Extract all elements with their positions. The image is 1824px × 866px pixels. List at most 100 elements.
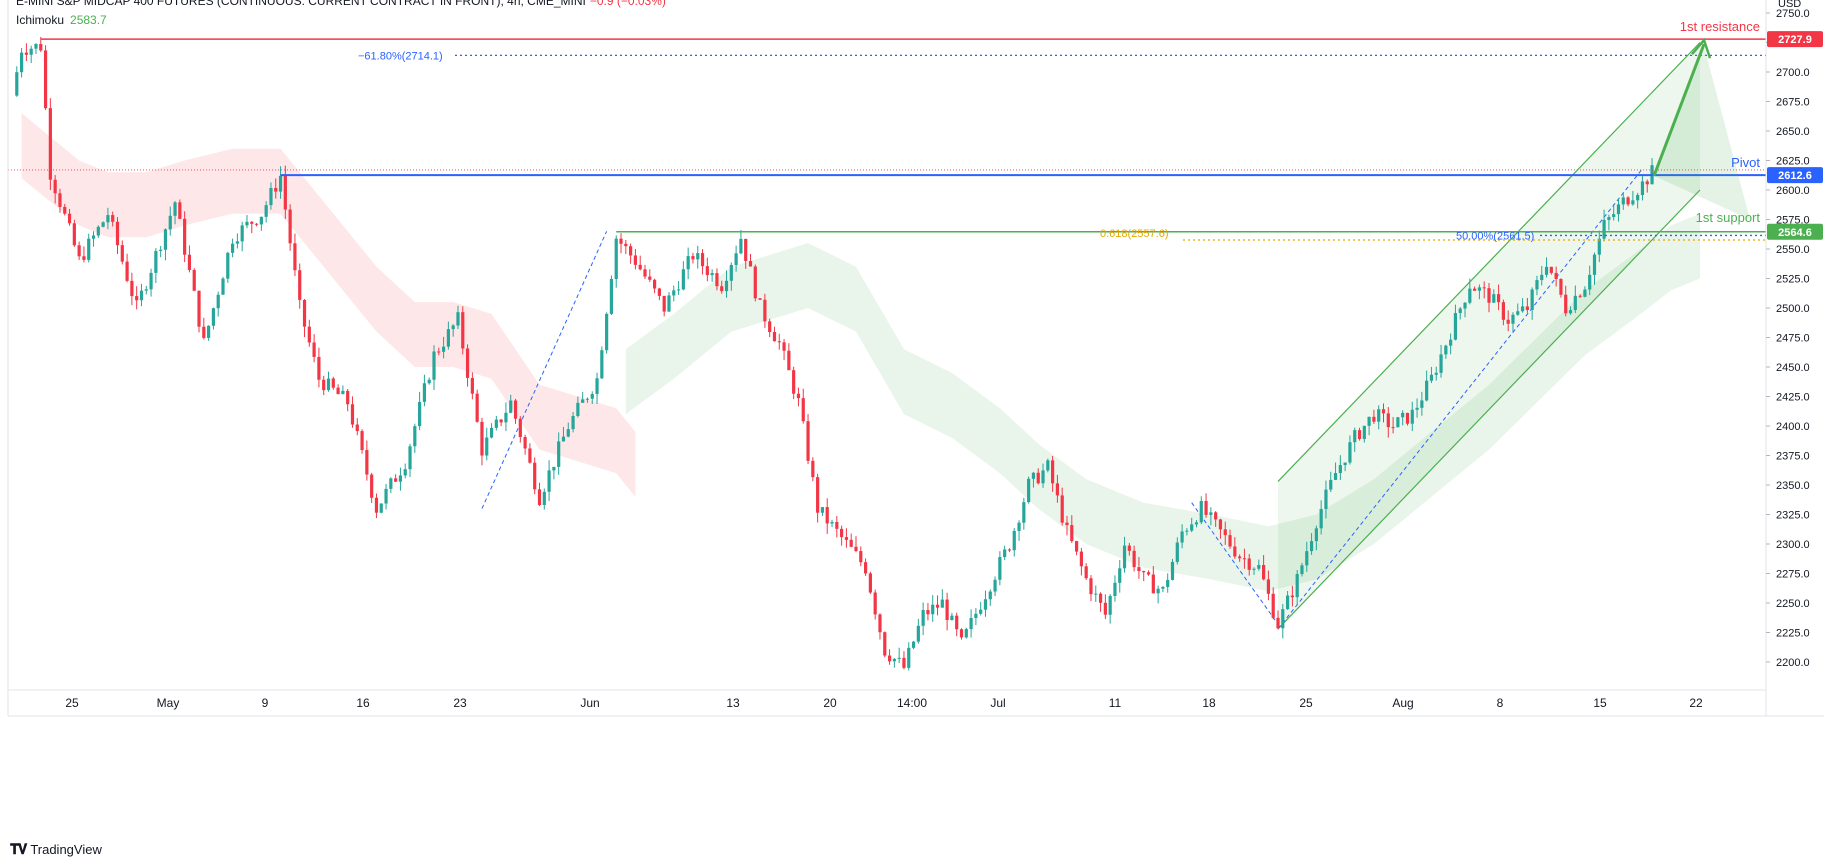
price-badge-0[interactable]	[1767, 31, 1823, 48]
candle-body	[418, 401, 422, 427]
candle-body	[1127, 545, 1131, 551]
y-tick-label: 2700.0	[1776, 67, 1810, 79]
candle-body	[254, 223, 259, 225]
candle-body	[1242, 558, 1247, 560]
candle-body	[595, 378, 599, 394]
candle-body	[1309, 541, 1314, 552]
channel-upper-line[interactable]	[1277, 42, 1701, 482]
candles[interactable]	[15, 36, 1654, 671]
candle-body	[403, 469, 407, 476]
candle-body	[513, 400, 518, 419]
candle-body	[1530, 289, 1534, 310]
candle-body	[48, 108, 52, 180]
candle-body	[1055, 483, 1060, 496]
candle-body	[605, 313, 609, 351]
candle-body	[120, 245, 124, 262]
candle-body	[1017, 522, 1021, 531]
candle-body	[873, 592, 877, 615]
candle-body	[1372, 416, 1376, 422]
arrow-head-icon	[1691, 37, 1712, 59]
candle-body	[1401, 412, 1405, 418]
candle-body	[1204, 500, 1208, 515]
x-tick-label: 23	[453, 696, 467, 710]
x-tick-label: 16	[356, 696, 370, 710]
x-tick-label: 25	[1299, 696, 1313, 710]
candle-body	[1516, 311, 1520, 315]
y-tick-label: 2400.0	[1776, 421, 1810, 433]
candle-body	[1218, 519, 1223, 530]
candle-body	[302, 299, 307, 327]
candle-body	[629, 246, 633, 256]
candle-body	[710, 273, 714, 276]
candle-body	[1607, 217, 1611, 220]
candle-body	[1554, 272, 1558, 279]
candle-body	[1252, 568, 1256, 570]
x-tick-label: 8	[1497, 696, 1504, 710]
projection-arrow[interactable]	[1652, 43, 1706, 177]
candle-body	[835, 521, 839, 529]
candle-body	[633, 255, 638, 265]
candle-body	[163, 229, 168, 250]
candle-body	[1568, 310, 1573, 314]
candle-body	[590, 393, 594, 399]
candle-body	[441, 346, 446, 352]
candle-body	[566, 429, 570, 437]
tradingview-logo[interactable]: 𝐓𝐕 TradingView	[10, 841, 102, 858]
candle-body	[350, 404, 355, 425]
candle-body	[67, 213, 72, 224]
candle-body	[921, 610, 925, 626]
candle-body	[1074, 541, 1079, 552]
y-tick-label: 2350.0	[1776, 480, 1810, 492]
candle-body	[245, 221, 249, 226]
plot-area[interactable]	[8, 0, 1766, 690]
fib-50-label: 50.00%(2561.5)	[1456, 230, 1534, 242]
price-badge-2[interactable]	[1767, 223, 1823, 240]
candle-body	[1108, 596, 1112, 615]
candle-body	[43, 50, 48, 109]
candle-body	[413, 426, 417, 447]
candle-body	[1449, 339, 1453, 346]
indicator-legend[interactable]: Ichimoku 2583.7	[16, 13, 107, 27]
candle-body	[1468, 288, 1472, 303]
channel-lower-line[interactable]	[1277, 189, 1701, 630]
y-tick-label: 2250.0	[1776, 598, 1810, 610]
candle-body	[1357, 430, 1362, 439]
candle-body	[686, 256, 690, 270]
candle-body	[652, 279, 657, 289]
candle-body	[1271, 593, 1275, 618]
candle-body	[1506, 319, 1510, 324]
candle-body	[1103, 602, 1107, 615]
candle-body	[926, 610, 930, 615]
candle-body	[389, 478, 393, 489]
candle-body	[173, 202, 177, 216]
currency-label: USD	[1778, 0, 1802, 10]
candle-body	[643, 269, 647, 277]
candle-body	[1564, 294, 1568, 314]
candle-body	[772, 331, 777, 342]
candle-body	[288, 209, 292, 244]
candle-body	[763, 299, 767, 322]
candle-body	[130, 280, 134, 297]
candle-body	[211, 308, 216, 326]
candle-body	[1338, 465, 1342, 474]
candle-body	[1161, 586, 1165, 589]
candle-body	[1027, 478, 1031, 503]
candle-body	[307, 326, 311, 343]
y-tick-label: 2650.0	[1776, 126, 1810, 138]
y-tick-label: 2325.0	[1776, 510, 1810, 522]
candle-body	[1079, 551, 1083, 567]
y-tick-label: 2675.0	[1776, 97, 1810, 109]
candle-body	[374, 497, 379, 513]
price-badge-1[interactable]	[1767, 167, 1823, 184]
candle-body	[1214, 512, 1218, 520]
candle-body	[72, 223, 76, 246]
candle-body	[739, 238, 743, 254]
candle-body	[336, 387, 340, 395]
candle-body	[1616, 204, 1621, 215]
candle-body	[552, 466, 556, 471]
candle-body	[1525, 306, 1529, 310]
candle-body	[106, 215, 110, 223]
candle-body	[24, 52, 28, 55]
candle-body	[950, 615, 954, 621]
